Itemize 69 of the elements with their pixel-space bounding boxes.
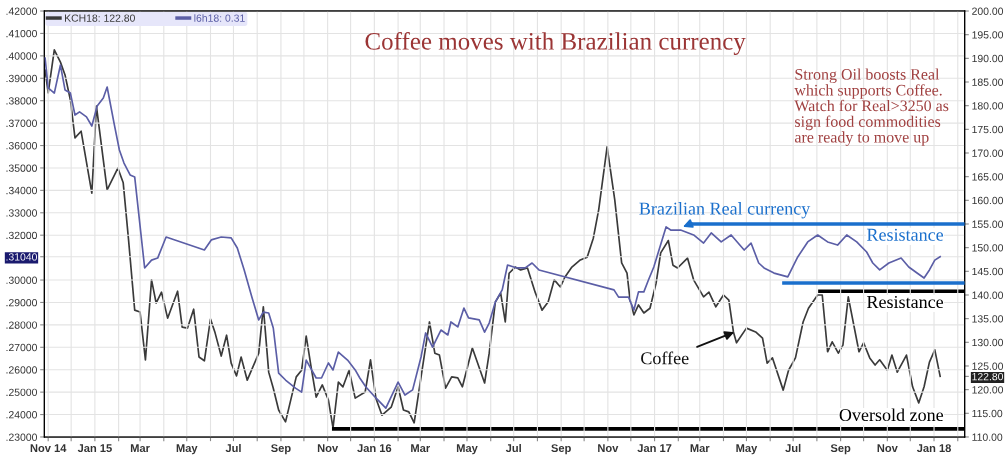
y2-tick-label: 135.00 xyxy=(972,315,1004,323)
x-tick-label: Mar xyxy=(411,444,430,453)
text: KCH18: 122.80 xyxy=(65,14,135,22)
y2-tick-label: 122.80 xyxy=(972,372,1004,381)
y2-tick-label: 115.00 xyxy=(972,409,1003,418)
text: l6h18: 0.31 xyxy=(194,14,245,22)
y2-tick-label: 165.00 xyxy=(972,173,1004,181)
x-tick-label: Nov xyxy=(877,444,898,453)
y-tick-label: .40000 xyxy=(6,52,37,60)
y-tick-label: .25000 xyxy=(6,388,37,397)
y-tick-label: .33000 xyxy=(6,209,37,217)
y-tick-label: .34000 xyxy=(6,186,37,195)
y2-tick-label: 200.00 xyxy=(972,7,1004,15)
x-tick-label: Sep xyxy=(551,444,571,455)
y2-tick-label: 180.00 xyxy=(972,102,1004,110)
y2-tick-label: 155.00 xyxy=(972,220,1004,228)
y-tick-label: .42000 xyxy=(6,7,37,15)
x-tick-label: Jul xyxy=(225,443,241,453)
y-tick-label: .35000 xyxy=(6,164,37,172)
x-tick-label: Mar xyxy=(690,444,710,453)
x-tick-label: May xyxy=(456,444,478,455)
x-tick-label: May xyxy=(736,444,758,455)
x-tick-label: Sep xyxy=(271,444,291,455)
y2-tick-label: 145.00 xyxy=(972,267,1004,276)
y-tick-label: .37000 xyxy=(6,119,37,127)
x-tick-label: Nov xyxy=(317,444,339,453)
y-tick-label: .23000 xyxy=(6,433,37,441)
y-tick-label: .29000 xyxy=(6,298,37,307)
y-tick-label: .39000 xyxy=(6,74,37,83)
x-tick-label: Jan 16 xyxy=(357,444,392,453)
y2-tick-label: 125.00 xyxy=(972,362,1004,370)
annotation: Coffee xyxy=(641,351,689,365)
x-tick-label: Sep xyxy=(830,444,851,455)
series-label: Oversold zone xyxy=(839,408,944,422)
y2-tick-label: 130.00 xyxy=(972,338,1004,347)
y-tick-label: .32000 xyxy=(6,231,37,240)
text: Coffee moves with Brazilian currency xyxy=(365,31,746,55)
y2-tick-label: 190.00 xyxy=(972,54,1004,63)
y-tick-label: .28000 xyxy=(6,321,37,329)
y2-tick-label: 120.00 xyxy=(972,386,1004,394)
y-tick-label: .27000 xyxy=(6,343,37,352)
annotation: Strong Oil boosts Real which supports Coffee. Watch for Real>3250 as sign food commodities are ready to move up xyxy=(794,68,949,146)
x-tick-label: Mar xyxy=(130,444,150,453)
x-tick-label: May xyxy=(176,444,198,455)
series-label: Resistance xyxy=(866,228,944,241)
y-tick-label: .31040 xyxy=(6,253,37,261)
y-tick-label: .38000 xyxy=(6,97,37,105)
x-tick-label: Jan 15 xyxy=(77,444,112,453)
x-tick-label: Jan 17 xyxy=(637,444,672,453)
y2-tick-label: 160.00 xyxy=(972,196,1004,205)
y2-tick-label: 170.00 xyxy=(972,149,1004,157)
y-tick-label: .26000 xyxy=(6,366,37,374)
y2-tick-label: 195.00 xyxy=(972,31,1004,39)
annotation: Brazilian Real currency xyxy=(639,202,811,219)
x-tick-label: Nov xyxy=(598,444,619,453)
y2-tick-label: 150.00 xyxy=(972,244,1004,252)
y-tick-label: .30000 xyxy=(6,276,37,284)
series-label: Resistance xyxy=(866,295,944,309)
y2-tick-label: 175.00 xyxy=(972,125,1004,134)
y2-tick-label: 140.00 xyxy=(972,291,1004,299)
x-tick-label: Jan 18 xyxy=(916,444,951,453)
x-tick-label: Nov 14 xyxy=(30,444,67,453)
y-tick-label: .41000 xyxy=(6,29,37,38)
y2-tick-label: 185.00 xyxy=(972,78,1004,86)
y2-tick-label: 110.00 xyxy=(972,433,1003,441)
x-tick-label: Jul xyxy=(505,443,521,453)
y-tick-label: .24000 xyxy=(6,411,37,419)
x-tick-label: Jul xyxy=(785,443,801,453)
y-tick-label: .36000 xyxy=(6,142,37,150)
